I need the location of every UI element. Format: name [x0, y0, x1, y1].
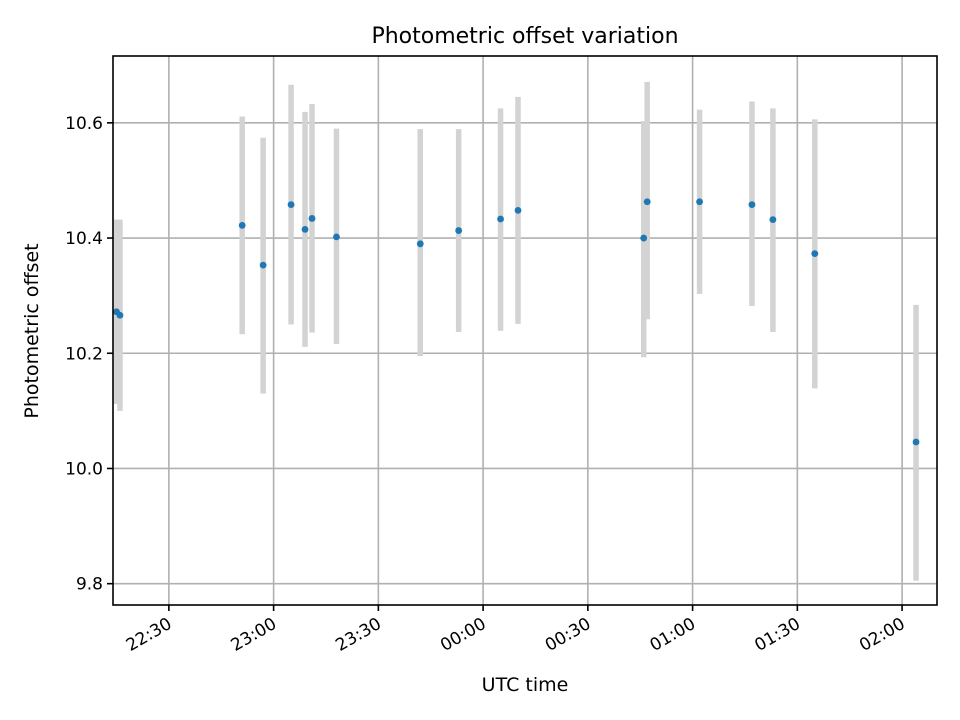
x-tick-label: 01:00	[647, 614, 699, 656]
data-point	[416, 240, 424, 248]
data-point	[333, 233, 340, 241]
x-axis-label: UTC time	[482, 674, 569, 696]
data-point	[748, 201, 756, 209]
data-point	[238, 221, 246, 229]
y-axis-label: Photometric offset	[21, 243, 43, 418]
chart-title: Photometric offset variation	[371, 24, 678, 49]
y-tick-label: 9.8	[76, 575, 103, 595]
x-tick-label: 00:00	[437, 614, 489, 656]
x-tick-label: 02:00	[856, 614, 908, 656]
data-point	[308, 215, 316, 222]
y-tick-label: 10.6	[65, 114, 103, 134]
data-point	[912, 438, 920, 446]
errorbar-layer	[113, 81, 919, 581]
data-point	[497, 215, 504, 223]
plot-frame	[112, 55, 938, 606]
point-layer	[113, 198, 920, 446]
data-point	[455, 227, 463, 234]
x-tick-label: 23:30	[332, 614, 384, 656]
data-point	[287, 201, 295, 209]
y-tick-label: 10.4	[65, 229, 103, 249]
data-point	[696, 198, 703, 206]
data-point	[514, 206, 522, 214]
data-point	[116, 311, 124, 319]
y-tick-label: 10.0	[65, 459, 103, 479]
y-tick-label: 10.2	[65, 344, 103, 364]
tick-layer: 22:30 23:00 23:30 00:00 00:30 01:00 01:30 02:00…	[65, 114, 908, 656]
data-point	[811, 250, 819, 257]
data-point	[769, 216, 777, 224]
grid-layer	[113, 56, 937, 605]
data-point	[259, 261, 267, 269]
data-point	[643, 198, 651, 206]
data-point	[301, 225, 309, 233]
data-point	[640, 234, 648, 242]
x-tick-label: 01:30	[751, 614, 803, 656]
x-tick-label: 00:30	[542, 614, 594, 656]
x-tick-label: 23:00	[228, 614, 280, 656]
x-tick-label: 22:30	[123, 614, 175, 656]
